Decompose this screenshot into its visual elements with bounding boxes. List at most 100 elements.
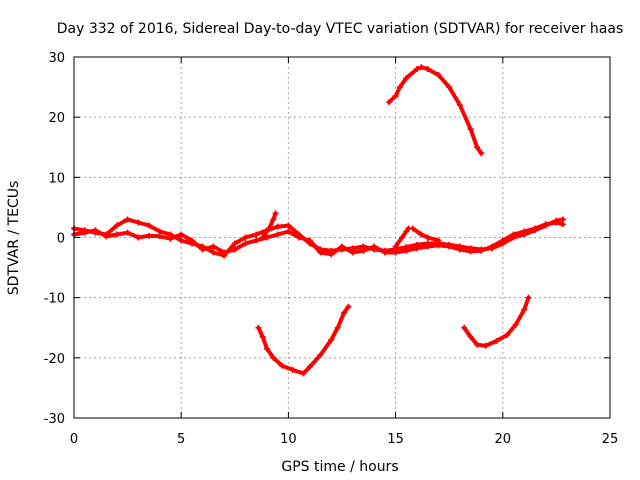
data-point xyxy=(210,249,217,256)
x-tick-label: 15 xyxy=(387,432,404,447)
data-point xyxy=(274,223,281,230)
data-point xyxy=(424,66,431,73)
data-point xyxy=(334,324,341,331)
data-point xyxy=(392,243,399,250)
data-point xyxy=(414,245,421,252)
data-point xyxy=(266,225,273,232)
plot-frame xyxy=(73,56,611,419)
data-point xyxy=(435,237,442,244)
y-tick-label: 10 xyxy=(48,171,65,186)
data-point xyxy=(482,342,489,349)
y-tick-label: 30 xyxy=(48,51,65,66)
data-point xyxy=(489,243,496,250)
data-point xyxy=(81,229,88,236)
data-point xyxy=(253,231,260,238)
data-point xyxy=(178,237,185,244)
data-point xyxy=(339,243,345,250)
data-point xyxy=(278,362,285,369)
data-point xyxy=(504,331,511,338)
data-point xyxy=(446,84,453,91)
data-point xyxy=(399,234,406,241)
series-line xyxy=(387,65,484,156)
data-point xyxy=(403,228,410,235)
data-point xyxy=(435,72,442,79)
y-tick-label: -10 xyxy=(44,292,65,307)
data-point xyxy=(188,237,195,244)
data-point xyxy=(274,231,281,238)
series-line xyxy=(260,211,278,240)
data-point xyxy=(255,324,262,331)
data-point xyxy=(418,64,425,71)
data-point xyxy=(512,321,519,328)
series-spike-9h xyxy=(259,210,279,241)
data-point xyxy=(317,351,324,358)
data-point xyxy=(521,306,528,313)
x-tick-label: 0 xyxy=(70,432,78,447)
data-point xyxy=(156,233,163,240)
data-point xyxy=(272,210,279,217)
data-point xyxy=(510,231,517,238)
data-point xyxy=(493,337,500,344)
data-point xyxy=(478,247,485,254)
data-point xyxy=(381,249,388,256)
series-main-band-b xyxy=(71,219,566,258)
series-spike-15h xyxy=(392,225,412,250)
data-point xyxy=(474,341,481,348)
y-axis-label: SDTVAR / TECUs xyxy=(6,181,22,296)
data-point xyxy=(92,227,99,234)
y-tick-label: -20 xyxy=(44,352,65,367)
data-point xyxy=(392,93,399,100)
data-point xyxy=(124,216,131,223)
chart-title: Day 332 of 2016, Sidereal Day-to-day VTE… xyxy=(57,21,624,37)
data-point xyxy=(392,249,399,256)
data-point xyxy=(424,234,431,241)
y-tick-label: 20 xyxy=(48,111,65,126)
data-point xyxy=(456,102,463,109)
data-point xyxy=(231,240,238,247)
data-point xyxy=(306,363,313,370)
data-point xyxy=(135,219,142,226)
data-point xyxy=(317,249,324,256)
series-layer xyxy=(71,64,566,377)
data-point xyxy=(306,237,313,244)
data-point xyxy=(467,333,474,340)
data-point xyxy=(242,240,249,247)
series-upper-arc xyxy=(386,64,485,157)
data-point xyxy=(259,333,266,340)
x-tick-label: 20 xyxy=(495,432,512,447)
data-point xyxy=(124,229,131,236)
y-tick-label: -30 xyxy=(44,412,65,427)
series-lower-arc-1 xyxy=(255,303,352,377)
data-point xyxy=(345,303,352,310)
data-point xyxy=(521,228,528,235)
series-line xyxy=(393,226,411,249)
x-axis-label: GPS time / hours xyxy=(281,459,398,475)
x-tick-label: 10 xyxy=(280,432,297,447)
data-point xyxy=(231,246,238,253)
data-point xyxy=(285,228,292,235)
data-point xyxy=(328,336,335,343)
data-point xyxy=(542,221,549,228)
data-point xyxy=(478,150,485,157)
data-point xyxy=(386,99,393,106)
data-point xyxy=(341,309,348,316)
data-point xyxy=(456,246,463,253)
data-point xyxy=(525,294,532,301)
data-point xyxy=(409,225,416,232)
series-lower-arc-2 xyxy=(461,294,532,349)
data-point xyxy=(103,233,110,240)
data-point xyxy=(403,247,410,254)
data-point xyxy=(499,237,506,244)
data-point xyxy=(221,249,228,256)
data-point xyxy=(403,75,410,82)
data-point xyxy=(113,231,120,238)
data-point xyxy=(285,222,292,229)
data-point xyxy=(259,234,266,241)
data-point xyxy=(360,247,367,254)
data-point xyxy=(371,243,378,250)
data-point xyxy=(328,251,335,258)
x-tick-label: 5 xyxy=(177,432,185,447)
series-spike-16h xyxy=(409,225,442,244)
data-point xyxy=(553,219,560,226)
